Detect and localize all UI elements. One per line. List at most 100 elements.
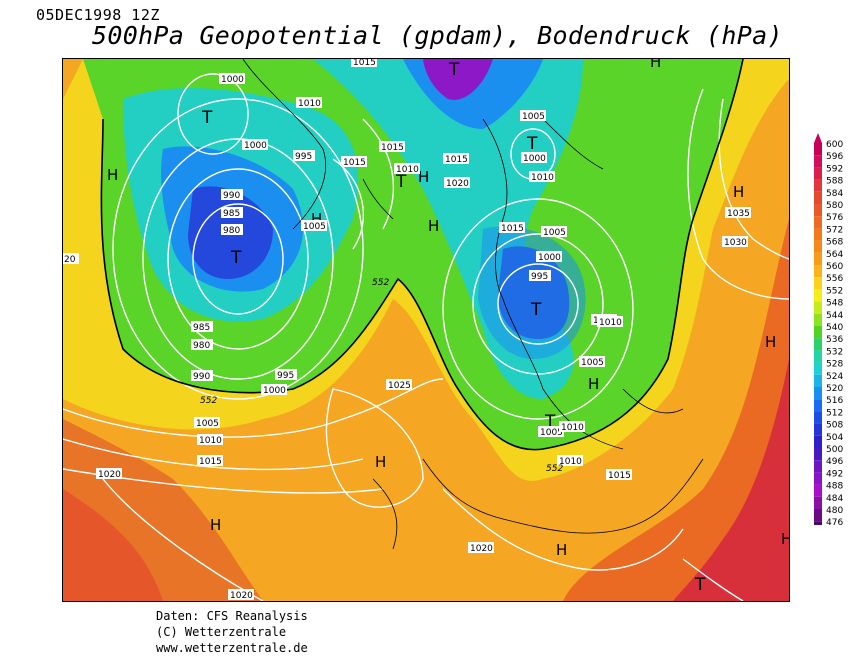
- legend-swatch: [814, 374, 822, 387]
- isobar-label: 1005: [522, 112, 545, 122]
- isobar-label: 1020: [98, 470, 121, 480]
- isobar-label: 1010: [531, 173, 554, 183]
- legend-level-label: 504: [826, 433, 843, 443]
- isobar-label: 1015: [381, 143, 404, 153]
- contour-552: [100, 59, 744, 451]
- isobar-label: 995: [295, 152, 312, 162]
- legend-level-label: 580: [826, 201, 843, 211]
- credits-url[interactable]: www.wetterzentrale.de: [156, 641, 308, 655]
- isobar-label: 985: [193, 323, 210, 333]
- legend-swatch: [814, 179, 822, 192]
- legend-swatch: [814, 143, 822, 156]
- legend-level-label: 548: [826, 299, 843, 309]
- isobar-label-552: 552: [372, 278, 389, 288]
- warm-region-southeast: [563, 219, 789, 601]
- isobar-label: 20: [64, 255, 76, 265]
- isobar-label: 1015: [445, 155, 468, 165]
- legend-level-label: 492: [826, 469, 843, 479]
- legend-swatch: [814, 240, 822, 253]
- low-center: T: [230, 248, 242, 268]
- isobar-label: 990: [193, 372, 210, 382]
- isobar-label: 1005: [581, 358, 604, 368]
- legend-swatch: [814, 228, 822, 241]
- high-center: H: [733, 183, 744, 201]
- legend-level-label: 560: [826, 262, 843, 272]
- warm-region-southwest-inner: [63, 489, 163, 601]
- legend-swatch: [814, 277, 822, 290]
- legend-level-label: 552: [826, 286, 843, 296]
- low-center: T: [448, 60, 460, 80]
- isobar-label: 995: [277, 371, 294, 381]
- legend-swatch: [814, 496, 822, 509]
- legend-level-label: 568: [826, 238, 843, 248]
- high-center: H: [781, 530, 789, 548]
- legend-swatch: [814, 362, 822, 375]
- isobar-label: 985: [223, 209, 240, 219]
- isobar-label: 1010: [396, 165, 419, 175]
- legend-level-label: 564: [826, 250, 843, 260]
- high-center: H: [428, 217, 439, 235]
- legend-swatch: [814, 399, 822, 412]
- legend-level-label: 480: [826, 506, 843, 516]
- high-center: H: [556, 541, 567, 559]
- legend-swatch: [814, 387, 822, 400]
- high-center: H: [107, 166, 118, 184]
- legend-level-label: 488: [826, 482, 843, 492]
- legend-swatch: [814, 167, 822, 180]
- isobar-label: 1015: [353, 59, 376, 68]
- isobar-label: 1010: [199, 436, 222, 446]
- legend-level-label: 500: [826, 445, 843, 455]
- isobar-label: 1010: [561, 423, 584, 433]
- legend-swatch: [814, 204, 822, 217]
- high-center: H: [311, 210, 322, 228]
- legend-level-label: 536: [826, 335, 843, 345]
- isobar-label: 1010: [559, 457, 582, 467]
- legend-swatch: [814, 216, 822, 229]
- legend-level-label: 508: [826, 421, 843, 431]
- isobar-label: 980: [223, 226, 240, 236]
- legend-swatch: [814, 460, 822, 473]
- legend-swatch: [814, 289, 822, 302]
- credits: Daten: CFS Reanalysis (C) Wetterzentrale…: [156, 608, 308, 656]
- legend-arrow-top: [814, 133, 822, 143]
- isobar-label: 1005: [303, 222, 326, 232]
- legend-swatch: [814, 301, 822, 314]
- isobar-label: 990: [223, 191, 240, 201]
- isobar-label: 1020: [230, 591, 253, 601]
- legend-level-label: 484: [826, 494, 843, 504]
- weather-map: T T T T T T T T H H H H H H H H H H H H …: [62, 58, 790, 602]
- isobar-label: 1000: [244, 141, 267, 151]
- isobar-label: 1010: [599, 318, 622, 328]
- legend-swatch: [814, 191, 822, 204]
- high-center: H: [375, 453, 386, 471]
- legend-level-label: 520: [826, 384, 843, 394]
- legend-level-label: 512: [826, 408, 843, 418]
- high-center: H: [588, 375, 599, 393]
- date-label: 05DEC1998 12Z: [36, 6, 160, 24]
- legend-level-label: 556: [826, 274, 843, 284]
- legend-level-label: 524: [826, 372, 843, 382]
- legend-swatch: [814, 472, 822, 485]
- high-center: H: [650, 59, 661, 71]
- isobar-label: 1000: [221, 75, 244, 85]
- credits-data-source: Daten: CFS Reanalysis: [156, 609, 308, 623]
- legend-level-label: 592: [826, 164, 843, 174]
- legend-swatch: [814, 423, 822, 436]
- isobar-label: 1015: [608, 471, 631, 481]
- legend-level-label: 584: [826, 189, 843, 199]
- legend-level-label: 588: [826, 177, 843, 187]
- color-legend: 600 596 592 588 584 580 576 572 568 564 560 556 552 5…: [812, 133, 850, 525]
- legend-swatch: [814, 313, 822, 326]
- legend-level-label: 572: [826, 225, 843, 235]
- isobar-label: 1035: [727, 209, 750, 219]
- legend-swatch: [814, 326, 822, 339]
- legend-level-label: 496: [826, 457, 843, 467]
- isobar-label-552: 552: [200, 396, 217, 406]
- isobar-label: 995: [531, 272, 548, 282]
- high-center: H: [210, 516, 221, 534]
- isobar-label: 1015: [343, 158, 366, 168]
- legend-swatch: [814, 411, 822, 424]
- warm-region-southeast-inner: [673, 359, 789, 601]
- legend-level-label: 596: [826, 152, 843, 162]
- low-center: T: [694, 575, 706, 595]
